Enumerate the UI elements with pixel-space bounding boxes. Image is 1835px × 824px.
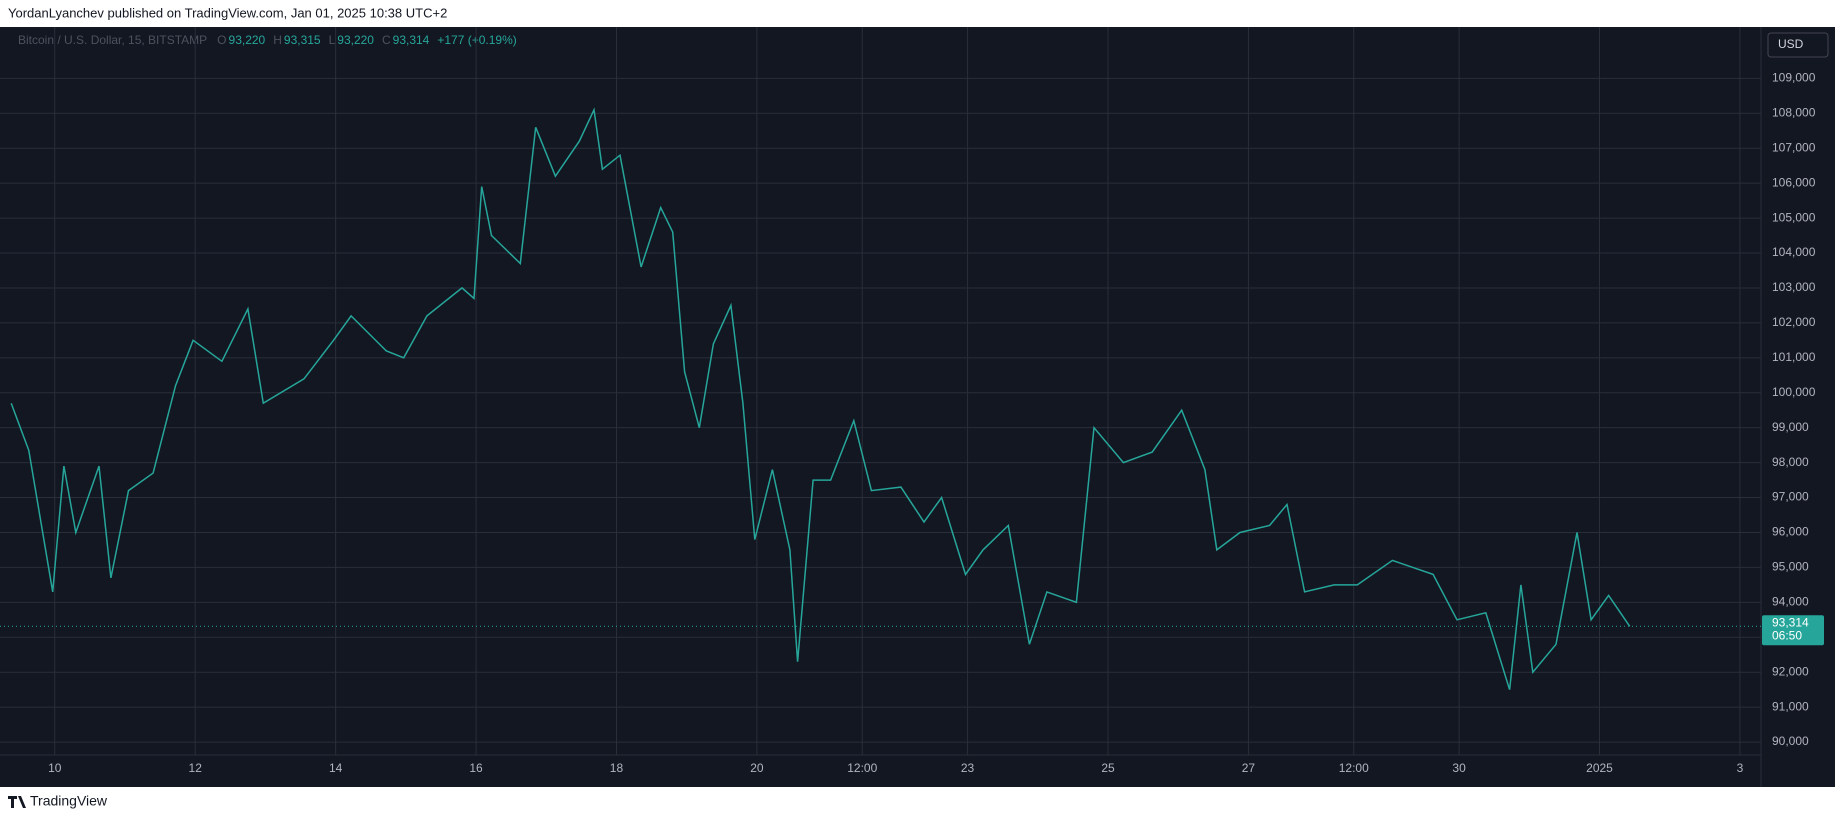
x-tick-label: 2025 xyxy=(1586,761,1613,775)
ohlc-value: 93,220 xyxy=(337,33,374,47)
currency-button[interactable] xyxy=(1767,32,1829,58)
x-tick-label: 18 xyxy=(610,761,624,775)
x-tick-label: 20 xyxy=(750,761,764,775)
x-tick-label: 16 xyxy=(469,761,483,775)
y-tick-label: 96,000 xyxy=(1772,525,1809,539)
footer: TradingView xyxy=(30,793,108,809)
ohlc-key: L xyxy=(329,33,336,47)
y-tick-label: 92,000 xyxy=(1772,664,1809,678)
y-tick-label: 103,000 xyxy=(1772,280,1816,294)
ohlc-key: C xyxy=(382,33,391,47)
price-line xyxy=(10,107,1631,690)
logo xyxy=(8,796,26,808)
x-tick-label: 25 xyxy=(1101,761,1115,775)
ohlc-key: O xyxy=(217,33,226,47)
currency[interactable]: USD xyxy=(1778,37,1804,51)
last-price-box xyxy=(1762,615,1824,646)
x-tick-label: 30 xyxy=(1452,761,1466,775)
ohlc-key: H xyxy=(273,33,282,47)
x-tick-label: 12:00 xyxy=(847,761,877,775)
ohlc-value: 93,220 xyxy=(229,33,266,47)
countdown: 06:50 xyxy=(1772,628,1802,642)
y-tick-label: 90,000 xyxy=(1772,734,1809,748)
y-tick-label: 106,000 xyxy=(1772,175,1816,189)
ohlc-legend: O 93,220 H 93,315 L 93,220 C 93,314 +177 (+0.19%… xyxy=(217,33,517,47)
y-tick-label: 100,000 xyxy=(1772,385,1816,399)
y-tick-label: 91,000 xyxy=(1772,699,1809,713)
change: +177 (+0.19%) xyxy=(437,33,516,47)
ohlc-value: 93,315 xyxy=(284,33,321,47)
x-tick-label: 27 xyxy=(1242,761,1256,775)
header: YordanLyanchev published on TradingView.… xyxy=(8,5,447,20)
x-tick-label: 14 xyxy=(329,761,343,775)
symbol: Bitcoin / U.S. Dollar, 15, BITSTAMP xyxy=(18,33,207,47)
y-tick-label: 94,000 xyxy=(1772,595,1809,609)
y-tick-label: 99,000 xyxy=(1772,420,1809,434)
y-tick-label: 97,000 xyxy=(1772,490,1809,504)
chart-panel xyxy=(0,27,1835,787)
x-tick-label: 3 xyxy=(1737,761,1744,775)
x-tick-label: 12 xyxy=(189,761,203,775)
ohlc-value: 93,314 xyxy=(393,33,430,47)
y-tick-label: 109,000 xyxy=(1772,71,1816,85)
x-tick-label: 10 xyxy=(48,761,62,775)
y-tick-label: 104,000 xyxy=(1772,245,1816,259)
y-tick-label: 101,000 xyxy=(1772,350,1816,364)
x-tick-label: 23 xyxy=(961,761,975,775)
y-tick-label: 107,000 xyxy=(1772,140,1816,154)
x-tick-label: 12:00 xyxy=(1339,761,1369,775)
y-tick-label: 105,000 xyxy=(1772,210,1816,224)
y-tick-label: 98,000 xyxy=(1772,455,1809,469)
y-tick-label: 102,000 xyxy=(1772,315,1816,329)
y-tick-label: 95,000 xyxy=(1772,560,1809,574)
last-price-label: 93,314 xyxy=(1772,615,1809,629)
y-tick-label: 108,000 xyxy=(1772,105,1816,119)
